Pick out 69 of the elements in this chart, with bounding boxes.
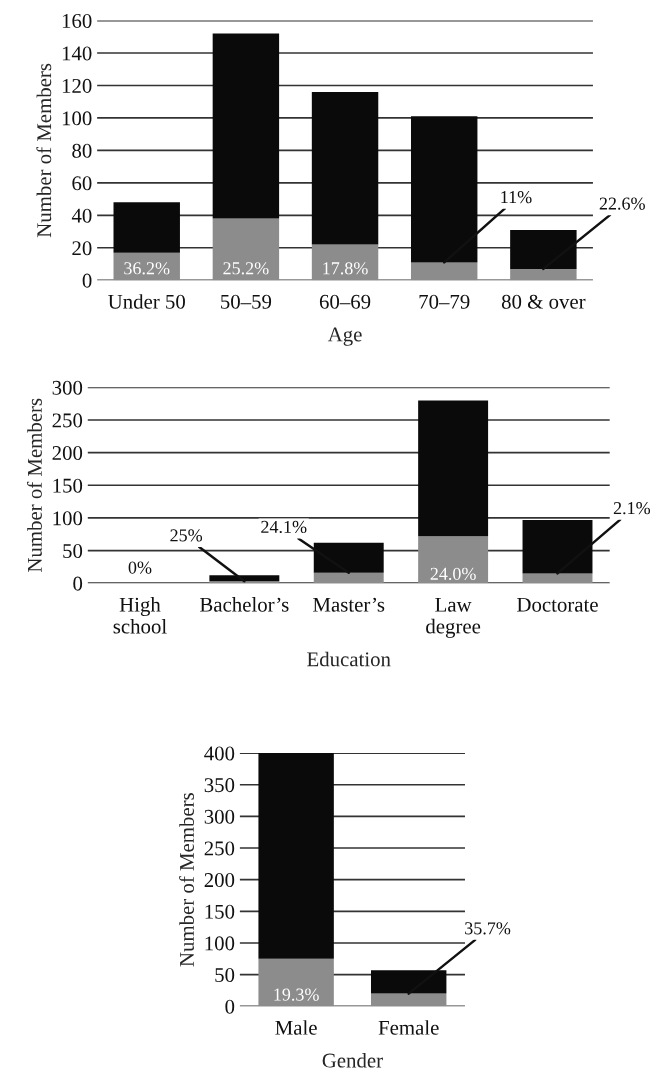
bar — [212, 218, 280, 281]
annotation: 25.2% — [223, 262, 269, 275]
x-tick-label: 60–69 — [319, 294, 371, 309]
bar — [258, 958, 334, 1007]
annotation: 0% — [128, 561, 152, 574]
y-axis-title: Number of Members — [27, 398, 42, 573]
x-tick-label: Under 50 — [108, 294, 185, 309]
y-tick-label: 120 — [62, 78, 92, 93]
bar — [418, 400, 489, 537]
annotation: 2.1% — [613, 502, 651, 515]
annotation: 19.3% — [274, 988, 319, 1001]
y-tick-label: 250 — [52, 413, 83, 428]
y-tick-label: 0 — [73, 576, 83, 591]
y-tick-label: 150 — [205, 904, 235, 919]
x-tick-label: 50–59 — [221, 294, 272, 309]
y-tick-label: 140 — [62, 46, 92, 61]
y-tick-label: 100 — [205, 936, 235, 951]
y-tick-label: 60 — [72, 176, 92, 191]
annotation: 24.0% — [430, 567, 476, 580]
x-axis-title: Education — [307, 651, 391, 667]
annotation: 35.7% — [465, 922, 511, 935]
y-axis-title: Number of Members — [36, 63, 52, 238]
x-tick-label: 80 & over — [501, 294, 586, 309]
bar — [418, 536, 489, 584]
x-tick-label: 70–79 — [419, 294, 470, 309]
bar — [370, 993, 447, 1007]
y-tick-label: 100 — [53, 511, 83, 526]
y-tick-label: 160 — [62, 13, 92, 28]
x-tick-label: Female — [378, 1020, 439, 1035]
y-tick-label: 150 — [53, 478, 83, 493]
bar — [510, 268, 577, 281]
y-tick-label: 300 — [52, 380, 83, 395]
y-tick-label: 50 — [215, 967, 235, 983]
annotation: 11% — [501, 190, 532, 204]
y-tick-label: 50 — [63, 543, 83, 558]
annotation: 17.8% — [323, 262, 368, 275]
x-tick-label: Male — [275, 1020, 317, 1035]
bar — [522, 573, 593, 584]
y-tick-label: 100 — [62, 111, 92, 126]
annotation: 22.6% — [599, 197, 645, 210]
x-tick-label: High school — [113, 597, 167, 634]
bar — [113, 252, 180, 281]
x-axis-title: Gender — [322, 1052, 383, 1068]
annotation: 24.1% — [261, 520, 307, 534]
bar — [113, 202, 180, 253]
y-tick-label: 40 — [71, 208, 92, 223]
annotation: 25% — [170, 529, 203, 542]
y-tick-label: 250 — [204, 841, 235, 856]
y-tick-label: 20 — [72, 241, 92, 256]
y-tick-label: 200 — [52, 446, 83, 461]
bar — [313, 572, 384, 584]
y-tick-label: 350 — [204, 778, 235, 793]
x-tick-label: Doctorate — [517, 597, 598, 612]
y-axis-title: Number of Members — [179, 793, 194, 967]
bar — [311, 244, 379, 281]
bar — [311, 91, 379, 245]
annotation: 36.2% — [124, 262, 170, 275]
bar — [410, 262, 478, 281]
y-tick-label: 0 — [225, 999, 235, 1014]
x-tick-label: Law degree — [426, 597, 481, 638]
bar — [212, 33, 280, 219]
y-tick-label: 80 — [72, 143, 92, 158]
x-axis-title: Age — [327, 327, 362, 346]
x-tick-label: Master’s — [313, 597, 385, 612]
y-tick-label: 0 — [82, 273, 92, 288]
x-tick-label: Bachelor’s — [200, 597, 289, 612]
y-tick-label: 200 — [204, 873, 235, 888]
y-tick-label: 400 — [204, 746, 235, 761]
y-tick-label: 300 — [204, 809, 235, 824]
